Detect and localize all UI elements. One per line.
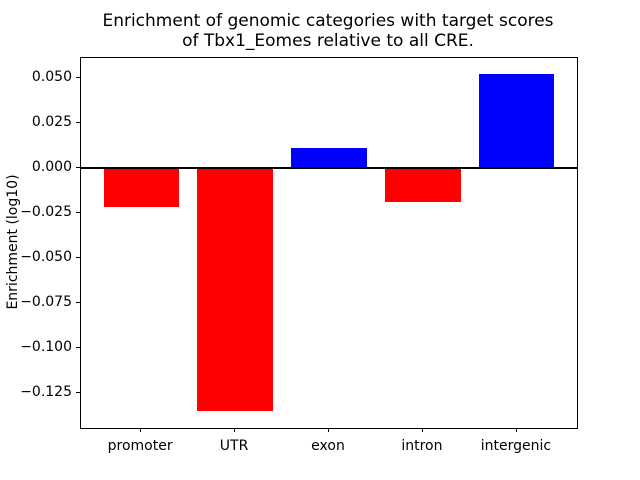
y-tick-mark <box>76 211 80 213</box>
x-tick-mark <box>328 428 329 432</box>
y-tick-mark <box>76 346 80 348</box>
chart-title: Enrichment of genomic categories with ta… <box>102 11 554 51</box>
y-tick-label: −0.100 <box>20 338 72 355</box>
y-tick-mark <box>76 256 80 258</box>
y-tick-mark <box>76 76 80 78</box>
y-tick-label: 0.025 <box>31 113 72 130</box>
y-tick-label: −0.125 <box>20 383 72 400</box>
y-tick-mark <box>76 166 80 168</box>
bar-exon <box>291 148 367 168</box>
zero-line <box>81 166 577 170</box>
x-tick-label-exon: exon <box>311 438 345 454</box>
x-tick-mark <box>234 428 236 432</box>
x-tick-label-promoter: promoter <box>107 438 173 454</box>
bar-UTR <box>197 167 273 411</box>
y-tick-label: 0.000 <box>31 158 72 175</box>
y-tick-mark <box>76 301 80 303</box>
x-tick-mark <box>140 428 142 432</box>
bar-intergenic <box>479 74 555 168</box>
y-tick-mark <box>76 391 80 393</box>
y-tick-label: −0.050 <box>20 248 72 265</box>
x-tick-label-intergenic: intergenic <box>480 438 552 454</box>
x-tick-mark <box>421 428 423 432</box>
y-tick-label: −0.075 <box>20 293 72 310</box>
y-tick-label: 0.050 <box>31 68 72 85</box>
x-tick-label-intron: intron <box>401 438 443 454</box>
y-tick-label: −0.025 <box>20 203 72 220</box>
y-tick-mark <box>76 121 80 123</box>
x-tick-label-UTR: UTR <box>219 438 249 454</box>
x-tick-mark <box>515 428 517 432</box>
plot-area <box>80 57 578 429</box>
bar-promoter <box>103 167 179 208</box>
bar-intron <box>385 167 461 203</box>
y-axis-label: Enrichment (log10) <box>5 174 21 310</box>
